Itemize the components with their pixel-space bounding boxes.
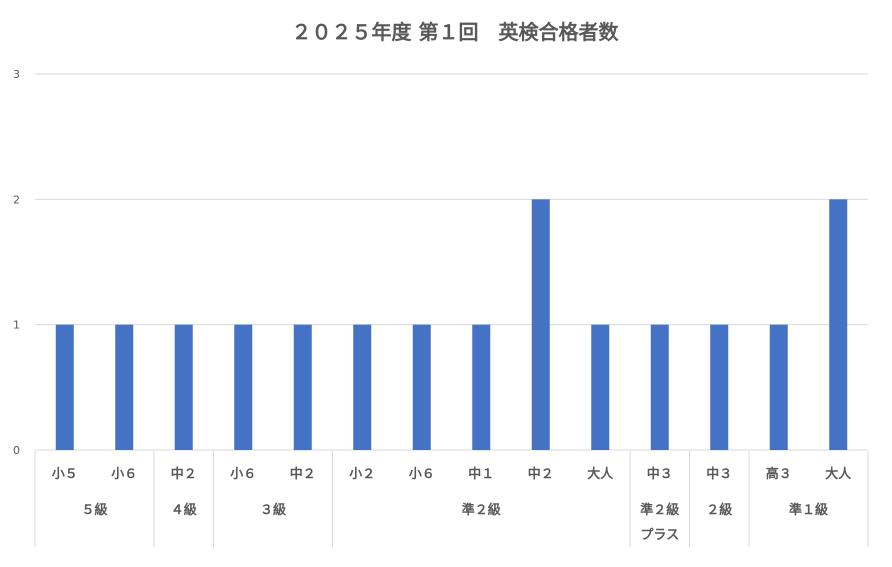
x-tick-label: 大人 — [587, 466, 614, 482]
group-label: 準１級 — [789, 502, 828, 518]
bar — [710, 324, 729, 450]
y-tick-label: 3 — [13, 68, 20, 81]
group-label: ４級 — [171, 502, 197, 518]
bar — [174, 324, 193, 450]
group-label: 準２級 — [640, 502, 679, 518]
x-tick-label: 中２ — [528, 466, 554, 482]
group-label: プラス — [640, 528, 679, 543]
chart-title: ２０２５年度 第１回 英検合格者数 — [292, 20, 620, 44]
bar — [591, 324, 610, 450]
bar — [650, 324, 669, 450]
x-tick-label: 中２ — [171, 466, 197, 482]
bar — [293, 324, 312, 450]
bar — [829, 199, 848, 450]
x-tick-label: 中１ — [468, 466, 494, 482]
bar — [769, 324, 788, 450]
x-tick-label: 小６ — [409, 467, 435, 482]
group-label: ３級 — [260, 502, 286, 518]
bar — [234, 324, 253, 450]
group-label: 準２級 — [462, 502, 501, 518]
group-label: ５級 — [81, 502, 107, 518]
bar — [531, 199, 550, 450]
x-tick-label: 小６ — [230, 467, 256, 482]
x-tick-label: 小２ — [349, 467, 375, 482]
y-tick-label: 2 — [13, 193, 20, 206]
x-tick-label: 高３ — [766, 466, 792, 482]
bar — [412, 324, 431, 450]
x-tick-label: 中３ — [647, 466, 673, 482]
bar — [115, 324, 134, 450]
x-tick-label: 小５ — [52, 467, 78, 482]
bar — [353, 324, 372, 450]
x-tick-label: 小６ — [111, 467, 137, 482]
x-tick-label: 中２ — [290, 466, 316, 482]
y-tick-label: 1 — [13, 319, 20, 332]
y-tick-label: 0 — [13, 444, 20, 457]
bar — [472, 324, 491, 450]
x-tick-label: 大人 — [825, 466, 852, 482]
bar — [55, 324, 74, 450]
group-label: ２級 — [706, 502, 732, 518]
x-tick-label: 中３ — [706, 466, 732, 482]
